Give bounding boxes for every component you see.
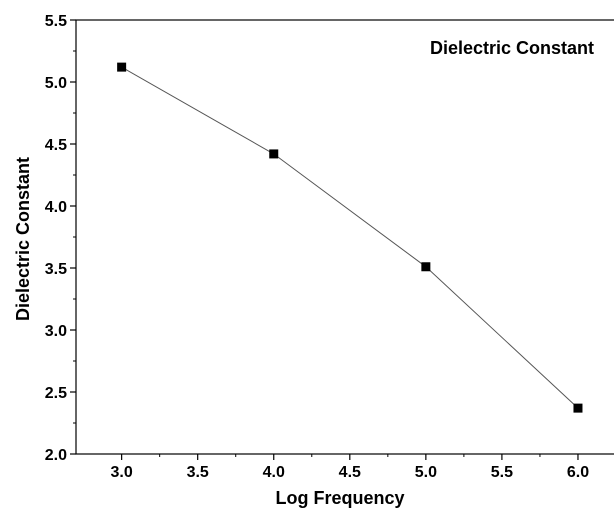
data-point-marker — [117, 62, 127, 72]
x-tick-label: 6.0 — [567, 464, 589, 481]
y-tick-label: 4.5 — [45, 137, 67, 154]
y-tick-label: 3.0 — [45, 323, 67, 340]
x-tick-label: 3.5 — [187, 464, 209, 481]
y-tick-label: 4.0 — [45, 199, 67, 216]
plot-frame — [75, 19, 614, 455]
y-tick-label: 5.0 — [45, 75, 67, 92]
x-tick-label: 4.5 — [339, 464, 361, 481]
x-axis-ticks: 3.0 3.5 4.0 4.5 5.0 5.5 6.0 — [111, 454, 589, 481]
series-line — [121, 66, 579, 409]
y-tick-label: 2.5 — [45, 385, 67, 402]
x-tick-label: 5.0 — [415, 464, 437, 481]
x-tick-label: 3.0 — [111, 464, 133, 481]
y-tick-label: 3.5 — [45, 261, 67, 278]
legend-label: Dielectric Constant — [430, 38, 594, 58]
data-point-marker — [573, 403, 583, 413]
series-layer — [117, 62, 583, 413]
data-point-marker — [269, 149, 279, 159]
y-tick-label: 2.0 — [45, 447, 67, 464]
x-tick-label: 5.5 — [491, 464, 513, 481]
x-axis-label: Log Frequency — [275, 488, 404, 508]
y-tick-label: 5.5 — [45, 13, 67, 30]
data-point-marker — [421, 262, 431, 272]
x-tick-label: 4.0 — [263, 464, 285, 481]
y-axis-label: Dielectric Constant — [13, 157, 33, 321]
y-axis-ticks: 2.0 2.5 3.0 3.5 4.0 4.5 5.0 5.5 — [45, 13, 76, 464]
